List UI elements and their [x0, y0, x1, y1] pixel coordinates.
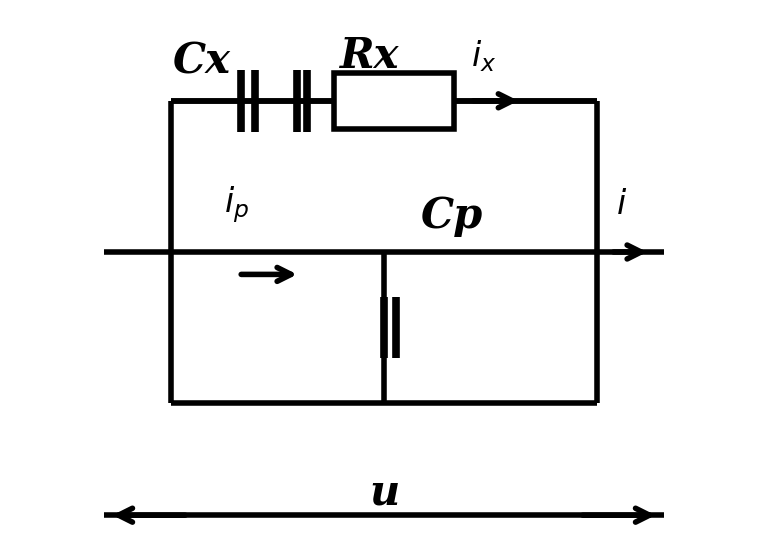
- Text: $i$: $i$: [617, 188, 627, 221]
- Text: $i_x$: $i_x$: [471, 38, 496, 74]
- Text: Rx: Rx: [340, 35, 400, 77]
- Text: $i_p$: $i_p$: [224, 184, 250, 225]
- FancyBboxPatch shape: [333, 73, 454, 129]
- Text: Cx: Cx: [173, 41, 231, 83]
- Text: u: u: [369, 472, 399, 514]
- Text: Cp: Cp: [420, 195, 482, 237]
